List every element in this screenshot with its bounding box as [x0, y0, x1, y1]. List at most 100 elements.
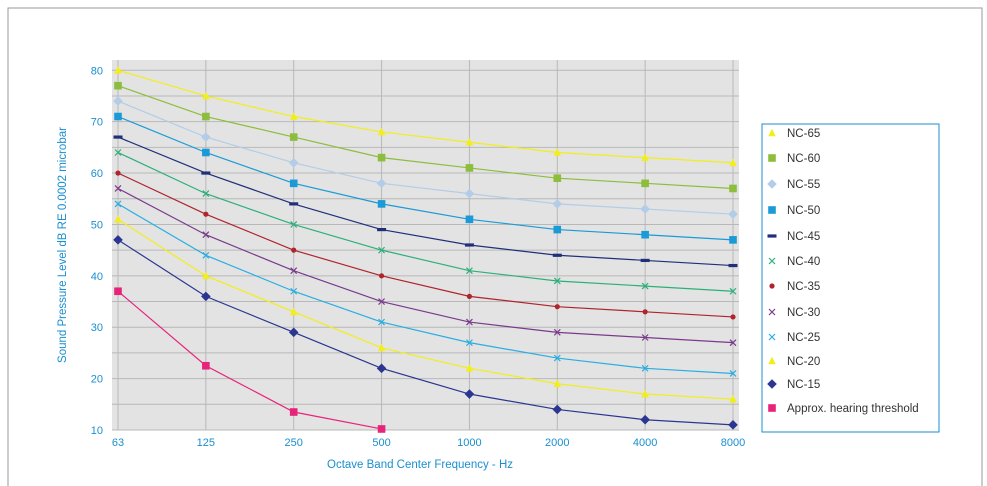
data-point	[113, 135, 123, 139]
series-line	[117, 290, 382, 430]
data-point	[552, 404, 563, 415]
x-tick-label: 2000	[545, 437, 569, 449]
legend: NC-65 NC-60 NC-55 NC-50 NC-45 NC-40 NC-35 NC-30…	[767, 128, 919, 415]
series-line	[117, 115, 734, 241]
data-point	[464, 389, 475, 399]
data-point	[377, 200, 386, 208]
legend-swatch	[767, 179, 777, 189]
data-point	[641, 153, 649, 161]
series-line	[117, 151, 734, 292]
data-point	[377, 425, 386, 433]
legend-box	[761, 123, 940, 433]
data-point	[114, 149, 122, 156]
data-point	[377, 153, 386, 162]
x-axis-title: Octave Band Center Frequency - Hz	[327, 459, 513, 471]
x-tick-label: 500	[372, 437, 390, 449]
data-point	[201, 171, 211, 175]
legend-label: NC-45	[787, 231, 820, 243]
legend-swatch	[768, 257, 776, 265]
legend-label: NC-20	[787, 356, 820, 368]
y-tick-label: 20	[91, 374, 103, 386]
data-point	[114, 65, 122, 74]
data-point	[378, 298, 385, 305]
data-point	[728, 209, 738, 219]
legend-swatch	[768, 128, 776, 137]
data-point	[729, 287, 737, 295]
legend-label: NC-30	[787, 307, 820, 319]
data-point	[553, 148, 562, 156]
data-point	[554, 304, 560, 310]
data-point	[202, 190, 210, 198]
data-point	[113, 235, 123, 245]
data-point	[553, 354, 561, 362]
legend-label: NC-65	[787, 128, 820, 140]
data-point	[640, 258, 650, 263]
data-point	[729, 394, 737, 403]
x-tick-label: 8000	[721, 437, 745, 449]
data-point	[377, 343, 386, 352]
data-point	[290, 221, 298, 228]
y-axis-title: Sound Pressure Level dB RE 0.0002 microb…	[57, 127, 69, 363]
series-line	[117, 172, 734, 318]
data-point	[202, 148, 210, 157]
data-point	[729, 339, 737, 347]
y-tick-label: 40	[91, 271, 103, 283]
x-tick-labels: 63 125 250 500 1000 2000 4000 8000	[112, 437, 745, 449]
data-point	[376, 363, 387, 374]
data-point	[202, 91, 210, 100]
data-point	[290, 267, 298, 275]
data-point	[289, 408, 298, 416]
data-point	[641, 389, 649, 398]
data-point	[465, 215, 474, 224]
data-point	[553, 225, 562, 234]
series-line	[117, 239, 734, 426]
data-point	[641, 282, 649, 290]
legend-swatch	[768, 154, 776, 162]
data-point	[202, 361, 210, 370]
data-point	[202, 112, 210, 121]
data-point	[377, 127, 386, 136]
data-point	[203, 211, 209, 217]
legend-label: NC-50	[787, 205, 820, 217]
x-tick-label: 4000	[633, 437, 657, 449]
data-point	[378, 318, 385, 326]
series-markers	[113, 65, 738, 433]
data-point	[642, 309, 648, 315]
y-tick-label: 10	[91, 425, 103, 437]
data-point	[728, 263, 738, 268]
legend-label: Approx. hearing threshold	[787, 403, 919, 415]
data-point	[114, 81, 122, 90]
data-point	[115, 170, 121, 176]
series-line	[117, 85, 734, 190]
data-point	[729, 158, 737, 167]
series-line	[117, 69, 734, 164]
data-point	[466, 318, 473, 326]
y-tick-label: 70	[91, 117, 103, 129]
legend-label: NC-25	[787, 332, 820, 344]
data-point	[465, 137, 474, 146]
data-point	[202, 271, 210, 280]
data-point	[641, 364, 649, 372]
series-lines	[117, 69, 734, 430]
data-point	[464, 188, 475, 199]
series-line	[117, 136, 734, 267]
legend-label: NC-60	[787, 153, 820, 165]
data-point	[552, 253, 562, 257]
legend-label: NC-40	[787, 256, 820, 268]
data-point	[730, 314, 736, 320]
data-point	[464, 243, 474, 247]
data-point	[114, 200, 122, 208]
data-point	[113, 96, 123, 106]
legend-label: NC-15	[787, 379, 820, 391]
data-point	[553, 277, 561, 285]
data-point	[729, 370, 737, 377]
data-point	[641, 334, 649, 341]
data-point	[553, 174, 562, 182]
legend-label: NC-55	[787, 179, 820, 191]
data-point	[641, 230, 649, 239]
series-line	[117, 218, 734, 400]
data-point	[202, 231, 210, 239]
data-point	[201, 291, 211, 302]
